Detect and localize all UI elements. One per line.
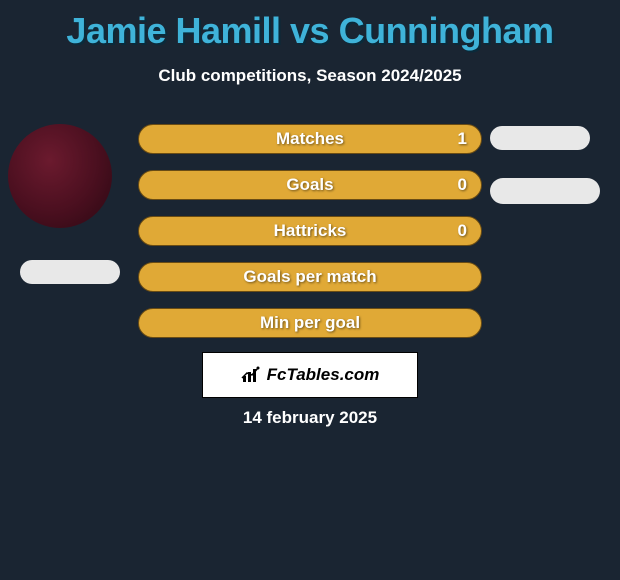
logo-box: FcTables.com [202, 352, 418, 398]
stat-row-hattricks: Hattricks 0 [138, 216, 482, 246]
stat-row-min-per-goal: Min per goal [138, 308, 482, 338]
player-avatar-right-placeholder [490, 126, 590, 150]
stats-table: Matches 1 Goals 0 Hattricks 0 Goals per … [138, 124, 482, 354]
stat-value: 0 [458, 175, 467, 195]
subtitle: Club competitions, Season 2024/2025 [0, 66, 620, 86]
stat-label: Min per goal [260, 313, 360, 333]
logo-content: FcTables.com [241, 365, 380, 385]
date-label: 14 february 2025 [0, 408, 620, 428]
page-title: Jamie Hamill vs Cunningham [0, 0, 620, 52]
player-name-pill-right [490, 178, 600, 204]
player-name-pill-left [20, 260, 120, 284]
stat-label: Goals [286, 175, 333, 195]
stat-value: 0 [458, 221, 467, 241]
logo-text: FcTables.com [267, 365, 380, 385]
stat-label: Hattricks [274, 221, 347, 241]
stat-label: Goals per match [243, 267, 376, 287]
stat-label: Matches [276, 129, 344, 149]
stat-row-matches: Matches 1 [138, 124, 482, 154]
player-avatar-left [8, 124, 112, 228]
stat-row-goals: Goals 0 [138, 170, 482, 200]
stat-row-goals-per-match: Goals per match [138, 262, 482, 292]
chart-icon [241, 366, 263, 384]
title-text: Jamie Hamill vs Cunningham [66, 10, 553, 51]
stat-value: 1 [458, 129, 467, 149]
